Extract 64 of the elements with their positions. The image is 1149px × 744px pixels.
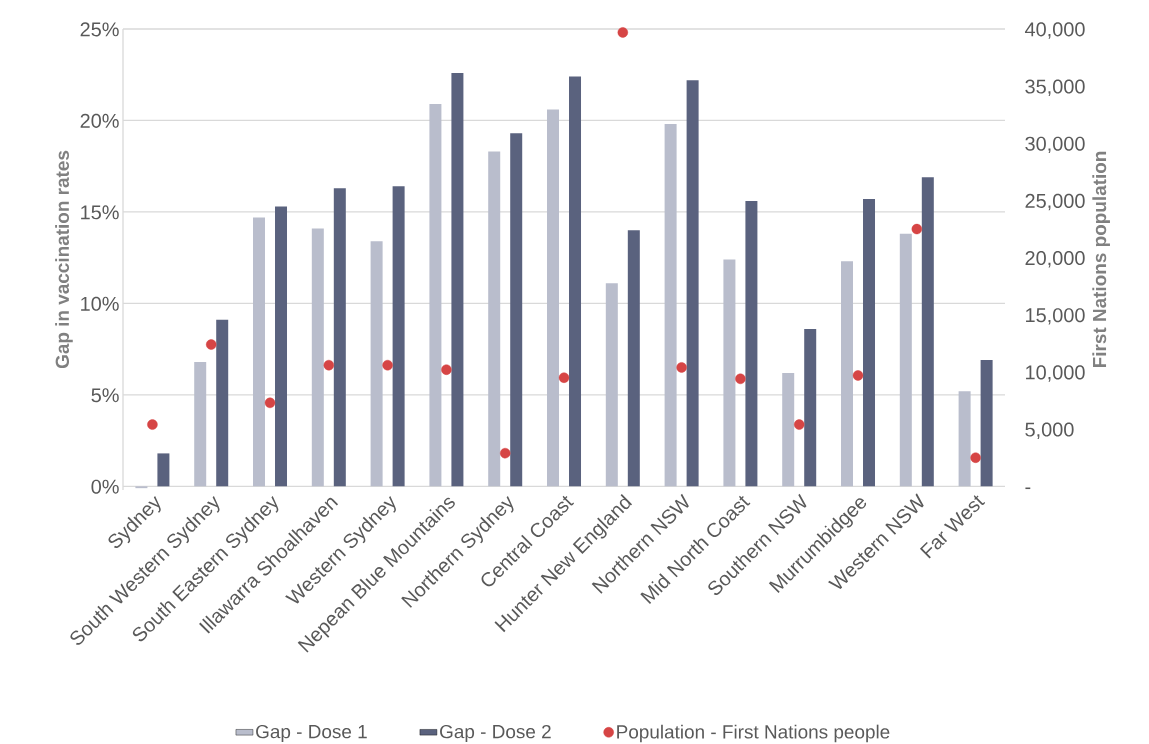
bar: [605, 283, 618, 487]
bar: [194, 361, 207, 487]
bar: [392, 186, 405, 487]
bar: [804, 329, 817, 487]
point: [500, 447, 511, 459]
point: [441, 364, 452, 375]
bar: [569, 76, 582, 487]
legend-label: Gap - Dose 2: [440, 724, 551, 743]
bar: [841, 261, 854, 487]
bar: [157, 453, 170, 487]
bar: [863, 199, 876, 487]
bar: [899, 233, 912, 487]
bar: [451, 72, 464, 487]
y2-tick-label: 40,000: [1024, 22, 1085, 39]
bar: [311, 228, 324, 487]
bar: [510, 133, 523, 487]
bar: [745, 200, 758, 487]
point: [794, 419, 805, 430]
bar: [782, 372, 795, 487]
y2-tick-label: 20,000: [1025, 251, 1085, 268]
bar: [627, 230, 640, 487]
point: [617, 27, 629, 38]
y2-tick-label: 25,000: [1025, 193, 1085, 211]
bar: [723, 259, 736, 487]
point: [382, 359, 393, 371]
point: [852, 370, 864, 381]
bar: [980, 360, 993, 487]
point: [970, 452, 981, 463]
y2-tick-label: 10,000: [1026, 365, 1085, 382]
bar: [370, 241, 383, 487]
point: [676, 362, 687, 373]
bar: [488, 151, 501, 487]
y-tick-label: 20%: [80, 113, 119, 128]
point: [206, 339, 217, 350]
point: [558, 372, 570, 383]
y2-axis-title: First Nations population: [1092, 151, 1110, 368]
bar: [216, 319, 229, 487]
y-axis-title: Gap in vaccination rates: [55, 150, 73, 369]
point: [323, 359, 335, 371]
point: [264, 397, 276, 409]
y-tick-label: 15%: [81, 205, 119, 220]
y2-tick-label: 15,000: [1026, 308, 1085, 325]
y-tick-label: 0%: [91, 479, 119, 494]
bar: [686, 80, 699, 487]
y2-tick-label: -: [1025, 487, 1031, 490]
point: [911, 223, 923, 235]
y2-tick-label: 30,000: [1025, 136, 1085, 154]
point: [735, 373, 746, 385]
bar: [664, 124, 677, 487]
bar: [547, 109, 560, 487]
point: [147, 419, 158, 430]
bar: [333, 188, 346, 487]
bar: [253, 217, 266, 487]
y-tick-label: 10%: [81, 296, 119, 311]
bar: [429, 103, 442, 487]
y-tick-label: 25%: [80, 22, 119, 37]
legend-label: Gap - Dose 1: [256, 724, 367, 743]
bar: [921, 177, 934, 487]
bar: [275, 206, 288, 487]
y2-tick-label: 5,000: [1025, 422, 1074, 439]
legend-label: Population - First Nations people: [617, 724, 890, 743]
y2-tick-label: 35,000: [1025, 79, 1085, 96]
bar: [958, 391, 971, 487]
y-tick-label: 5%: [91, 388, 119, 403]
